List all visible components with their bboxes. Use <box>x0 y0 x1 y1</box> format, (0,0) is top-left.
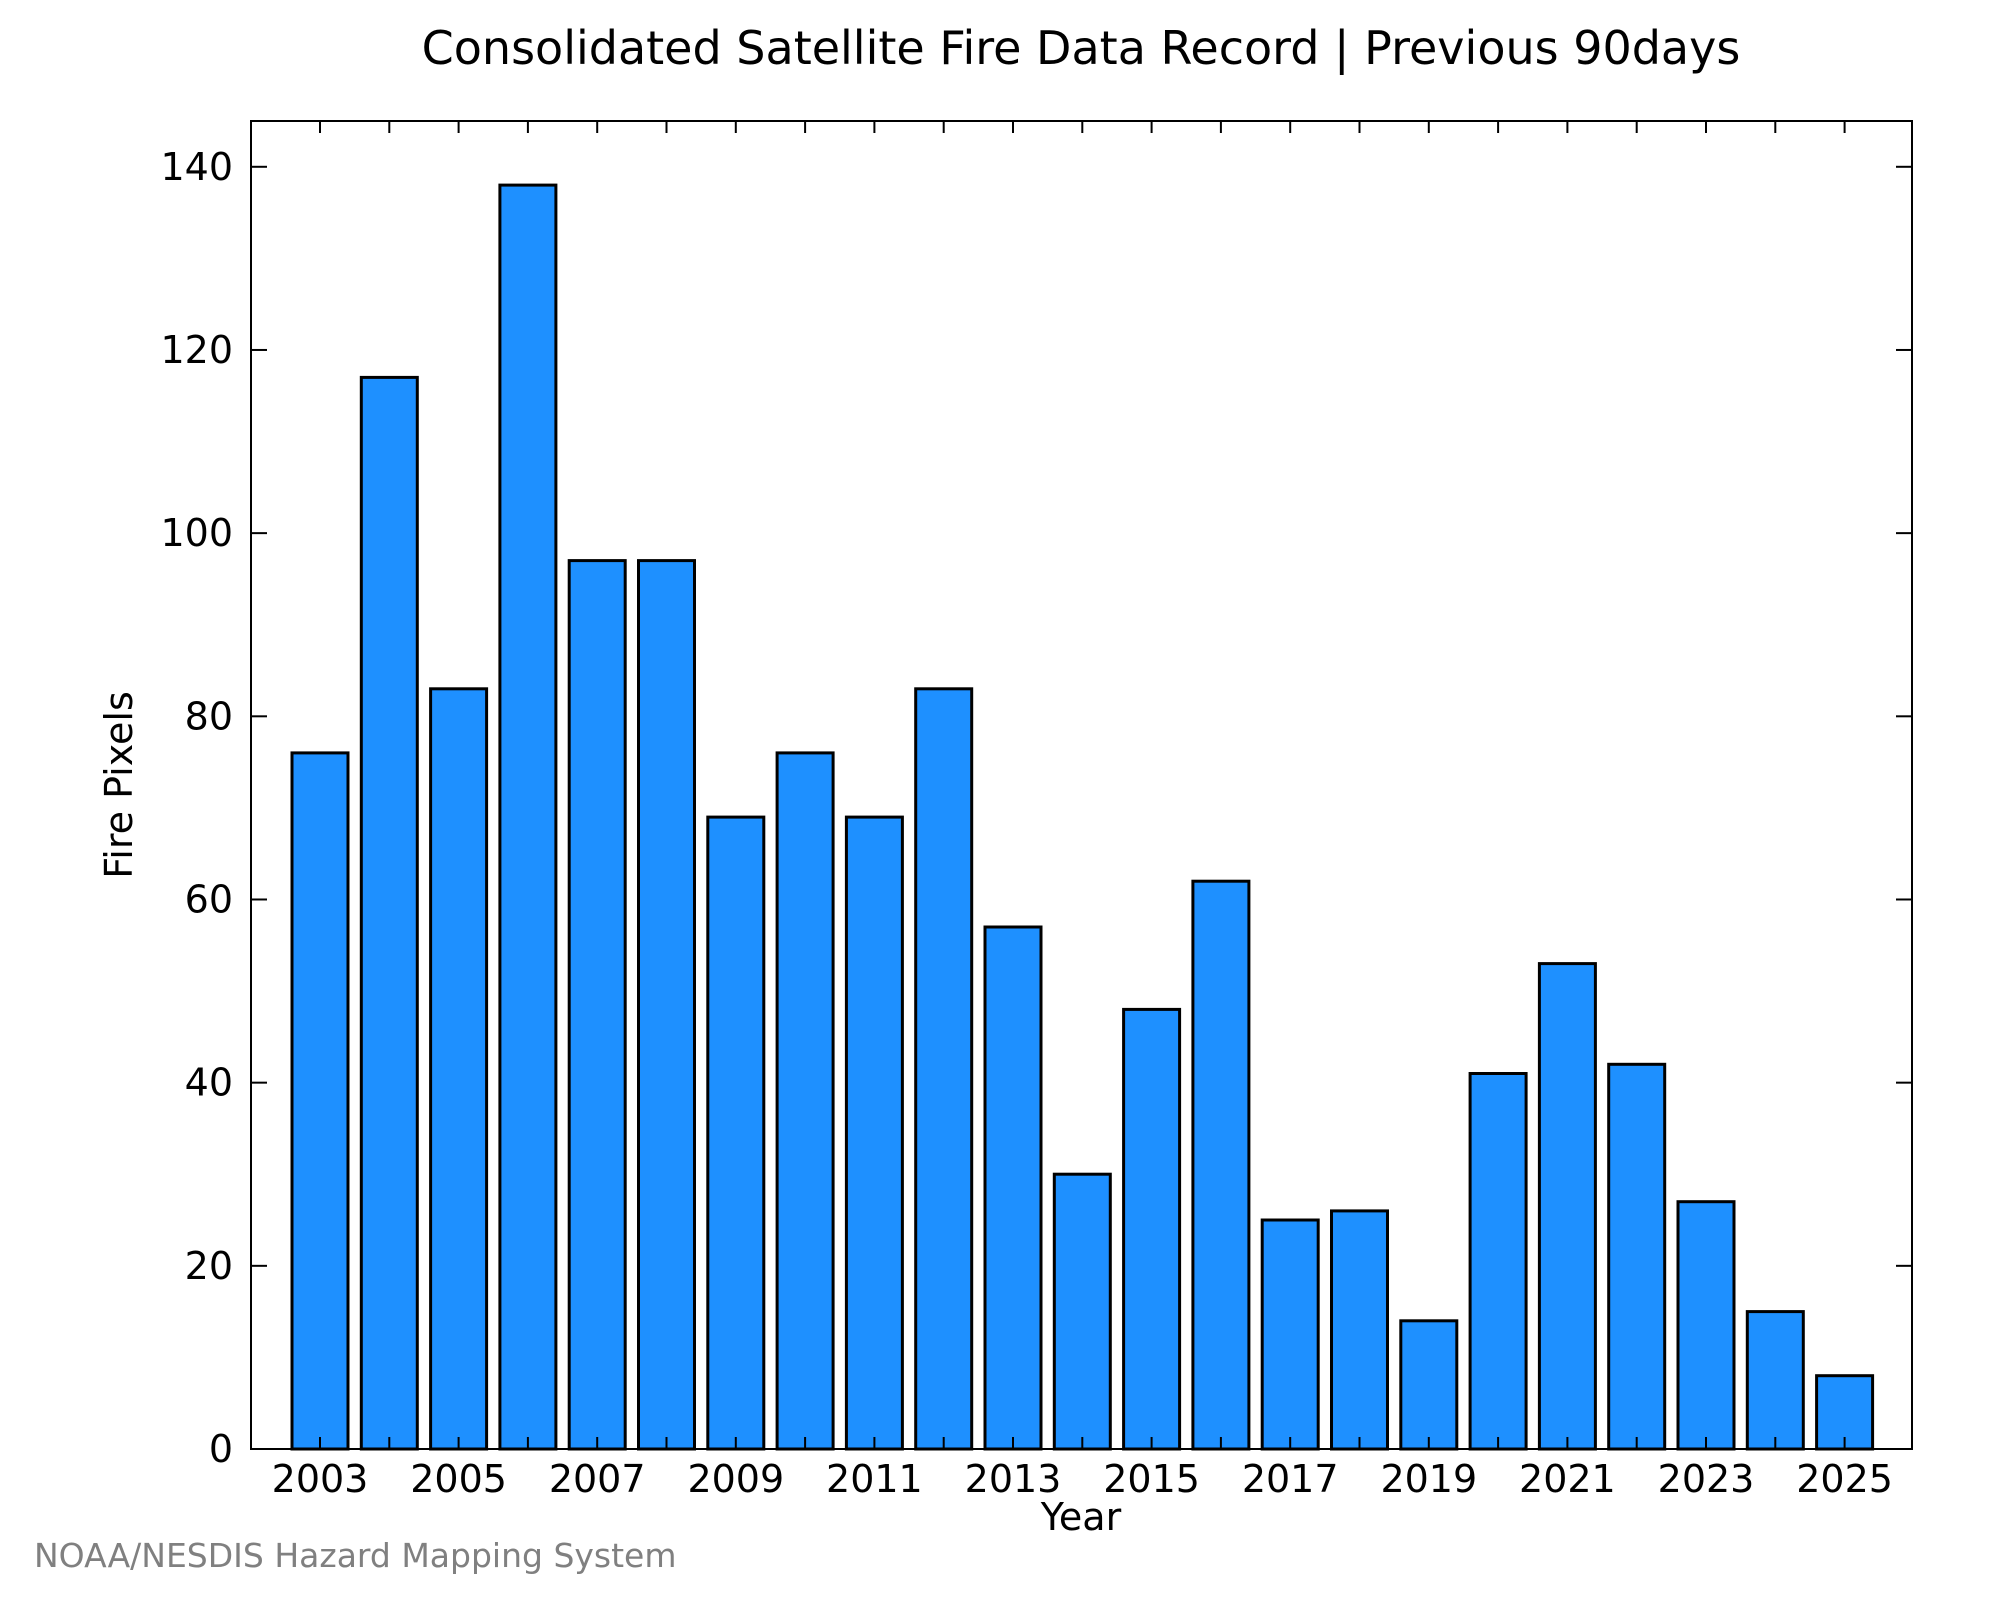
bar-2020 <box>1468 1072 1528 1451</box>
bar-2022 <box>1607 1062 1667 1451</box>
y-tick-label-100: 100 <box>160 511 233 555</box>
y-tick-label-60: 60 <box>185 877 233 921</box>
bar-2024 <box>1745 1310 1805 1451</box>
x-tick-label-2013: 2013 <box>965 1457 1062 1501</box>
bar-2004 <box>359 375 419 1451</box>
y-tick-label-0: 0 <box>209 1427 233 1471</box>
bar-2011 <box>844 815 904 1451</box>
bar-2018 <box>1330 1209 1389 1451</box>
y-tick-label-140: 140 <box>160 145 233 189</box>
x-tick-label-2007: 2007 <box>549 1457 646 1501</box>
x-tick-label-2015: 2015 <box>1103 1457 1200 1501</box>
bar-2013 <box>983 925 1043 1451</box>
chart-title: Consolidated Satellite Fire Data Record … <box>422 21 1741 76</box>
x-tick-label-2021: 2021 <box>1519 1457 1616 1501</box>
bar-2003 <box>290 751 350 1451</box>
bar-2016 <box>1191 879 1251 1451</box>
bar-2021 <box>1537 962 1597 1451</box>
x-tick-label-2023: 2023 <box>1658 1457 1755 1501</box>
source-credit: NOAA/NESDIS Hazard Mapping System <box>34 1536 677 1575</box>
y-tick-label-120: 120 <box>160 328 233 372</box>
x-tick-label-2005: 2005 <box>410 1457 507 1501</box>
bar-2008 <box>637 559 696 1451</box>
plot-frame <box>250 120 1913 1450</box>
x-tick-label-2019: 2019 <box>1380 1457 1477 1501</box>
bar-2005 <box>429 687 489 1451</box>
x-tick-label-2025: 2025 <box>1796 1457 1893 1501</box>
bar-2023 <box>1676 1200 1736 1451</box>
x-tick-label-2003: 2003 <box>272 1457 369 1501</box>
y-tick-label-80: 80 <box>185 694 233 738</box>
x-tick-label-2009: 2009 <box>687 1457 784 1501</box>
bar-2007 <box>567 559 627 1451</box>
bar-2015 <box>1122 1007 1182 1451</box>
x-axis-title: Year <box>1040 1495 1122 1539</box>
bar-2014 <box>1052 1172 1112 1451</box>
bar-2012 <box>914 687 974 1451</box>
bar-2010 <box>775 751 835 1451</box>
bar-2017 <box>1260 1218 1320 1451</box>
bar-2006 <box>498 183 558 1451</box>
x-tick-label-2011: 2011 <box>826 1457 923 1501</box>
y-tick-label-40: 40 <box>185 1061 233 1105</box>
x-tick-label-2017: 2017 <box>1242 1457 1339 1501</box>
bar-2019 <box>1399 1319 1459 1451</box>
bar-2009 <box>706 815 766 1451</box>
y-axis-title: Fire Pixels <box>97 691 141 879</box>
y-tick-label-20: 20 <box>185 1244 233 1288</box>
